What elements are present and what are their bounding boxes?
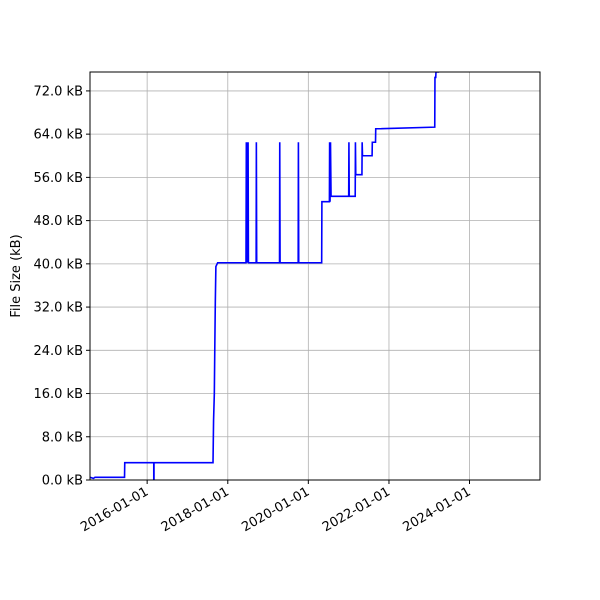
- y-tick-label: 64.0 kB: [33, 128, 83, 143]
- y-tick-label: 32.0 kB: [33, 301, 83, 316]
- y-tick-label: 24.0 kB: [33, 344, 83, 359]
- y-axis: 0.0 kB 8.0 kB 16.0 kB 24.0 kB 32.0 kB 40.0 kB…: [33, 84, 90, 489]
- y-tick-label: 48.0 kB: [33, 214, 83, 229]
- plot-frame: [89, 71, 541, 481]
- y-tick-label: 40.0 kB: [33, 257, 83, 272]
- grid-lines: [90, 72, 540, 481]
- y-axis-label: File Size (kB): [9, 234, 24, 317]
- y-tick-label: 56.0 kB: [33, 171, 83, 186]
- series-line-0: [90, 72, 440, 480]
- y-tick-label: 0.0 kB: [42, 474, 83, 489]
- y-tick-label: 16.0 kB: [33, 387, 83, 402]
- series-lines: [90, 72, 440, 480]
- y-tick-label: 72.0 kB: [33, 84, 83, 99]
- y-tick-label: 8.0 kB: [42, 430, 83, 445]
